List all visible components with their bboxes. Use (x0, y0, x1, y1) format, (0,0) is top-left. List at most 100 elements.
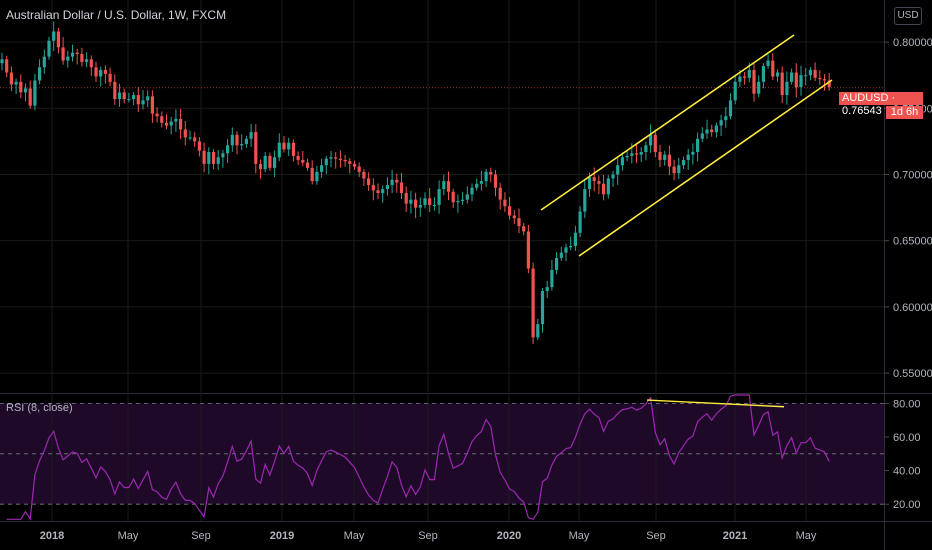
x-tick-label: May (344, 530, 365, 542)
candle-body (446, 181, 451, 192)
candle-body (526, 231, 530, 269)
x-tick-label: Sep (418, 530, 438, 542)
candle-body (301, 159, 305, 163)
candle-body (99, 69, 103, 77)
candle-body (117, 92, 122, 100)
candle-body (367, 178, 371, 186)
y-tick-label: 0.65000 (893, 236, 932, 248)
candle-body (160, 116, 164, 123)
x-tick-label: May (569, 530, 590, 542)
candle-body (686, 154, 690, 160)
candle-body (508, 206, 512, 216)
candle-body (747, 69, 751, 78)
candle-body (677, 165, 681, 174)
rsi-tick-label: 60.00 (893, 432, 921, 444)
candle-body (404, 193, 408, 204)
candle-body (75, 52, 79, 54)
candle-body (320, 165, 324, 172)
candle-body (555, 257, 559, 270)
candle-body (733, 81, 737, 101)
candle-body (442, 181, 446, 190)
candle-body (352, 163, 357, 167)
candle-body (132, 95, 136, 100)
candle-body (818, 77, 822, 80)
candle-body (752, 69, 756, 94)
candle-body (649, 134, 653, 146)
candle-body (423, 198, 427, 205)
candle-body (512, 215, 516, 219)
candle-body (592, 177, 596, 182)
currency-button[interactable]: USD (894, 7, 922, 25)
candle-body (602, 183, 606, 195)
candle-body (437, 189, 441, 205)
bar-countdown: 1d 6h (886, 106, 923, 119)
candle-body (550, 269, 554, 288)
candle-body (268, 155, 272, 168)
candle-body (66, 56, 70, 61)
candle-body (465, 194, 469, 200)
candle-body (52, 31, 56, 41)
candle-body (724, 116, 728, 121)
candle-body (169, 121, 173, 126)
candle-body (799, 75, 803, 88)
candle-body (461, 199, 465, 201)
candle-body (493, 174, 498, 188)
candle-body (390, 179, 394, 186)
candle-body (409, 199, 413, 204)
candle-body (89, 59, 93, 68)
candle-body (822, 79, 827, 81)
candle-body (573, 232, 577, 247)
rsi-tick-label: 40.00 (893, 466, 921, 478)
candle-body (136, 95, 140, 105)
candle-body (70, 52, 75, 57)
last-price-tag: AUDUSD · 0.76543 (839, 92, 923, 117)
candle-body (827, 80, 831, 88)
rsi-tick-label: 80.00 (893, 398, 921, 410)
candle-body (785, 81, 789, 96)
x-tick-label: 2019 (270, 530, 294, 542)
candle-body (545, 287, 549, 292)
candle-body (287, 142, 291, 150)
candle-body (470, 187, 474, 195)
candle-body (113, 81, 117, 100)
candle-body (775, 72, 780, 77)
candle-body (343, 159, 347, 162)
x-tick-label: 2018 (40, 530, 64, 542)
candle-body (414, 199, 418, 208)
candle-body (150, 96, 154, 114)
candle-body (385, 185, 389, 190)
candle-body (559, 252, 563, 258)
candle-body (780, 72, 784, 96)
candle-body (193, 137, 197, 142)
candle-body (714, 125, 718, 133)
candle-body (475, 183, 479, 188)
candle-body (639, 151, 643, 155)
candle-body (790, 72, 794, 82)
candle-body (484, 171, 488, 182)
candle-body (531, 268, 535, 338)
candle-body (310, 167, 314, 182)
candle-body (174, 118, 178, 122)
candle-body (56, 31, 60, 48)
rsi-line (6, 394, 830, 521)
candle-body (456, 200, 460, 203)
candle-body (9, 72, 13, 85)
candle-body (728, 100, 733, 117)
candle-body (0, 59, 4, 64)
rsi-tick-label: 20.00 (893, 499, 921, 511)
candle-body (28, 88, 32, 106)
candle-body (808, 69, 812, 76)
candle-body (616, 165, 620, 175)
candle-body (569, 246, 573, 248)
candle-body (761, 65, 765, 82)
price-tag-symbol: AUDUSD (842, 92, 889, 104)
candle-body (681, 159, 686, 166)
candle-body (254, 132, 258, 164)
candle-body (536, 324, 540, 338)
candle-body (357, 166, 361, 172)
candle-body (197, 141, 201, 151)
candle-body (127, 99, 131, 101)
candle-body (658, 151, 662, 160)
